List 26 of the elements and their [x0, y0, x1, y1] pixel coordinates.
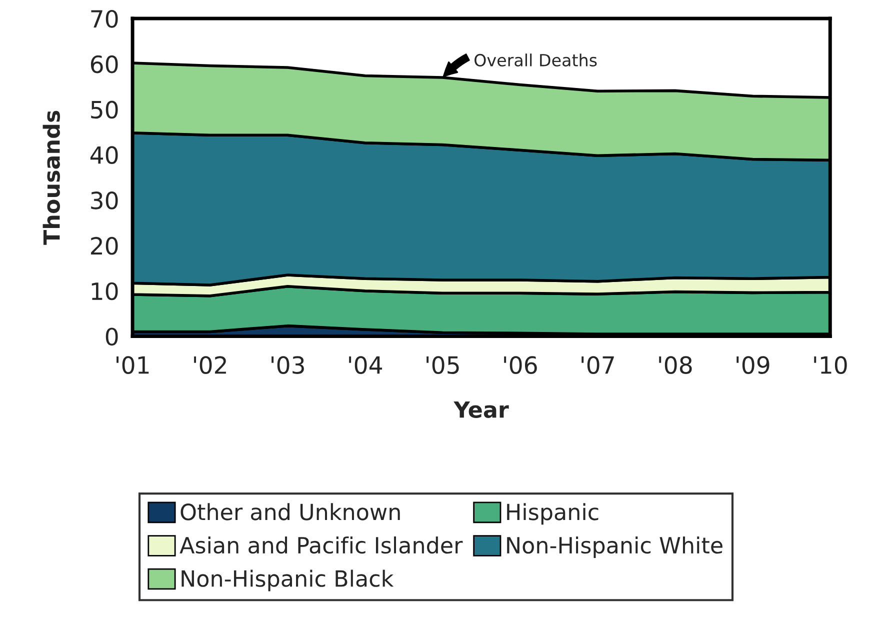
- x-tick-label: '02: [194, 356, 226, 374]
- x-tick-label: '09: [736, 356, 770, 374]
- y-tick-label: 20: [91, 236, 118, 255]
- x-tick-label: '07: [582, 356, 614, 374]
- legend-label: Asian and Pacific Islander: [180, 536, 463, 554]
- y-tick-label: 50: [91, 100, 118, 119]
- y-axis-title: Thousands: [42, 110, 60, 245]
- y-tick-label: 40: [90, 146, 118, 164]
- y-tick-label: 60: [90, 55, 118, 74]
- y-tick-label: 0: [106, 328, 118, 346]
- x-tick-label: '01: [116, 356, 149, 374]
- x-axis-title: Year: [454, 401, 509, 418]
- x-tick-label: '04: [349, 356, 382, 374]
- x-tick-label: '08: [659, 356, 692, 374]
- legend-label: Non-Hispanic White: [507, 536, 722, 558]
- x-tick-label: '06: [504, 356, 537, 374]
- legend-label: Hispanic: [507, 503, 598, 525]
- legend-label: Non-Hispanic Black: [182, 570, 394, 592]
- annotation: Overall Deaths: [474, 54, 597, 66]
- y-tick-label: 10: [92, 282, 118, 300]
- y-tick-label: 70: [91, 10, 118, 28]
- y-tick-label: 30: [91, 192, 118, 210]
- x-tick-label: '05: [426, 356, 459, 374]
- x-tick-label: '03: [272, 356, 304, 374]
- legend-label: Other and Unknown: [180, 503, 400, 520]
- x-tick-label: '10: [814, 356, 847, 374]
